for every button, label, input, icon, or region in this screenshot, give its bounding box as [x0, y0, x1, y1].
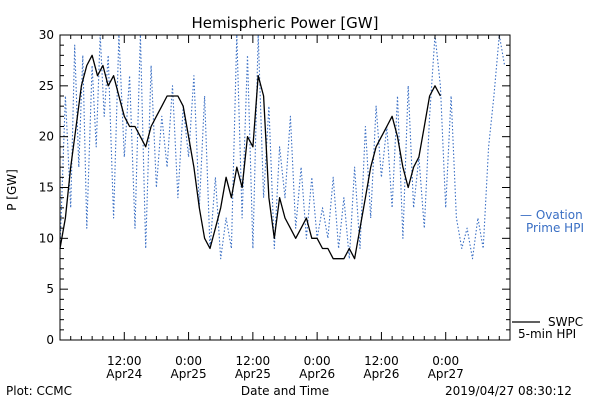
y-tick-label: 25	[39, 79, 54, 93]
x-tick-label-date: Apr27	[428, 367, 464, 381]
y-tick-label: 5	[46, 282, 54, 296]
series-line-ovation-prime	[59, 34, 506, 260]
legend-ovation-line2: Prime HPI	[526, 221, 584, 235]
y-tick-label: 10	[39, 231, 54, 245]
legend-ovation-line1: — Ovation	[520, 208, 583, 222]
x-axis-label: Date and Time	[241, 384, 329, 398]
legend: — Ovation Prime HPI SWPC 5-min HPI	[512, 208, 584, 341]
x-tick-label-date: Apr25	[235, 367, 271, 381]
x-tick-label-date: Apr26	[299, 367, 335, 381]
legend-swpc-line2: 5-min HPI	[518, 327, 576, 341]
x-tick-label-time: 0:00	[432, 354, 459, 368]
x-tick-label-date: Apr24	[106, 367, 142, 381]
x-tick-label-time: 12:00	[236, 354, 271, 368]
y-tick-label: 20	[39, 130, 54, 144]
footer-timestamp: 2019/04/27 08:30:12	[445, 384, 572, 398]
x-tick-label-time: 12:00	[107, 354, 142, 368]
plot-frame	[59, 34, 511, 341]
footer-left: Plot: CCMC	[6, 384, 72, 398]
x-tick-label-date: Apr26	[363, 367, 399, 381]
x-tick-label-date: Apr25	[171, 367, 207, 381]
axis-layer: 05101520253012:00Apr240:00Apr2512:00Apr2…	[39, 28, 511, 381]
y-tick-label: 15	[39, 181, 54, 195]
legend-swpc-line1: SWPC	[548, 315, 583, 329]
series-line-swpc	[59, 54, 441, 260]
y-tick-label: 30	[39, 28, 54, 42]
y-axis-label: P [GW]	[5, 169, 19, 211]
x-tick-label-time: 0:00	[304, 354, 331, 368]
x-tick-label-time: 0:00	[175, 354, 202, 368]
y-tick-label: 0	[46, 333, 54, 347]
chart-title: Hemispheric Power [GW]	[192, 14, 379, 32]
x-tick-label-time: 12:00	[364, 354, 399, 368]
series-layer	[59, 34, 506, 260]
